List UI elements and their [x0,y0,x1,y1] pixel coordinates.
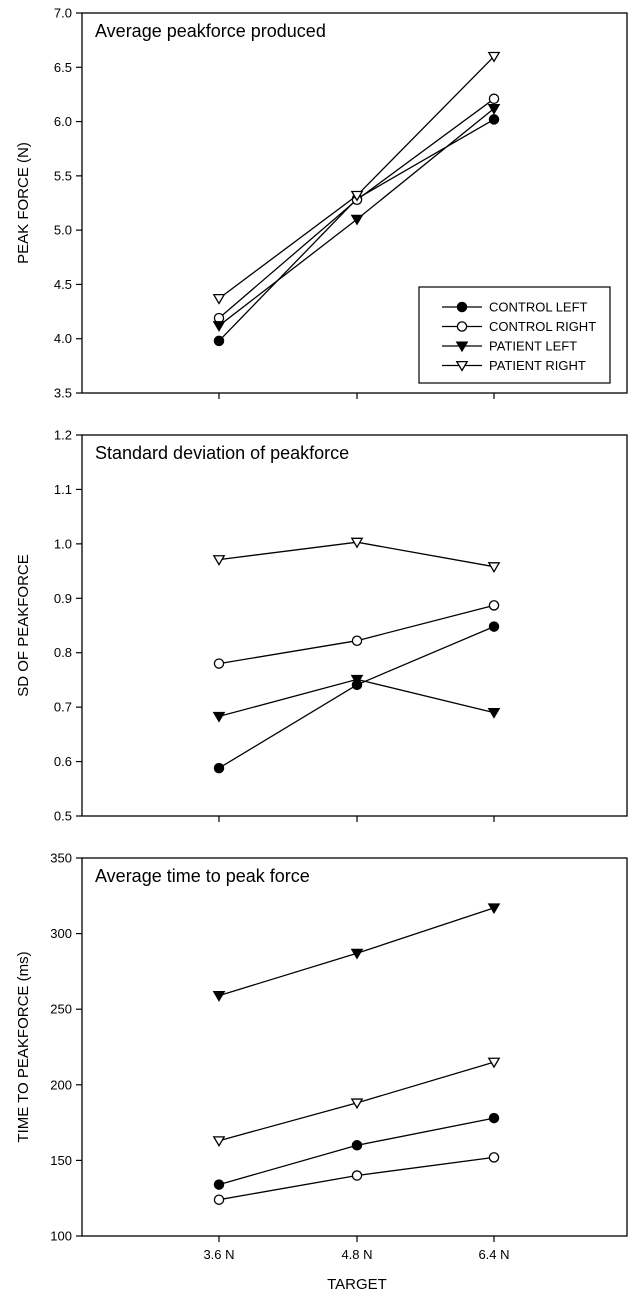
y-tick-label: 7.0 [54,6,72,21]
y-tick-label: 100 [50,1229,72,1244]
data-point [487,562,501,573]
series-line [218,604,495,665]
series-circle-open [213,1152,500,1205]
data-point [350,948,364,960]
y-tick-label: 350 [50,851,72,866]
panel-title: Average time to peak force [95,866,310,886]
data-point [351,635,363,646]
data-point [351,1170,363,1181]
legend-item: PATIENT LEFT [442,339,577,354]
data-point [212,293,226,305]
panel-title: Average peakforce produced [95,21,326,41]
legend-label: CONTROL RIGHT [489,319,596,334]
data-point [488,93,500,105]
x-tick-label: 3.6 N [203,1247,234,1262]
legend-label: PATIENT RIGHT [489,358,586,373]
panel-title: Standard deviation of peakforce [95,443,349,463]
y-tick-label: 4.0 [54,331,72,346]
data-point [213,1194,225,1205]
data-point [488,114,500,125]
series-triangle-down-open [212,51,501,305]
data-point [213,1179,225,1190]
legend-label: PATIENT LEFT [489,339,577,354]
data-point [212,555,226,566]
plot-frame [81,434,628,817]
y-tick-label: 0.6 [54,754,72,769]
data-point [487,51,501,63]
plot-frame [81,857,628,1237]
data-point [350,214,364,226]
data-point [212,321,226,332]
data-point [351,1140,363,1151]
y-tick-label: 0.7 [54,700,72,715]
chart-panel-3: 100 150 200 250 300 350 3.6 N 4.8 N 6.4 N TIME TO… [15,851,628,1293]
y-tick-label: 1.2 [54,428,72,443]
legend-item: PATIENT RIGHT [442,358,586,373]
data-point [487,103,501,115]
series-triangle-down-filled [212,674,501,723]
data-point [350,1098,364,1110]
y-tick-label: 6.0 [54,114,72,129]
y-tick-label: 0.5 [54,809,72,824]
y-tick-label: 5.0 [54,223,72,238]
data-point [213,335,225,347]
series-line [218,98,495,319]
y-tick-label: 1.0 [54,536,72,551]
data-point [487,708,501,719]
data-point [488,600,500,611]
y-tick-label: 250 [50,1002,72,1017]
y-tick-label: 6.5 [54,60,72,75]
legend-marker [456,301,468,313]
legend-marker [456,321,468,332]
y-axis-title: PEAK FORCE (N) [15,142,32,264]
data-point [487,903,501,915]
series-line [218,626,495,769]
data-point [488,621,500,632]
data-point [350,190,364,202]
series-line [218,55,495,300]
y-tick-label: 150 [50,1153,72,1168]
chart-panel-1: 3.5 4.0 4.5 5.0 5.5 6.0 6.5 7.0 PEAK FORCE (N) Av… [15,6,628,401]
legend-marker [455,341,469,353]
y-tick-label: 3.5 [54,386,72,401]
series-triangle-down-open [212,1057,501,1147]
y-tick-label: 300 [50,926,72,941]
x-axis-title: TARGET [327,1276,387,1293]
y-tick-label: 0.8 [54,645,72,660]
legend-item: CONTROL RIGHT [442,319,596,334]
y-axis-title: SD OF PEAKFORCE [15,554,32,697]
data-point [212,711,226,723]
y-tick-label: 0.9 [54,591,72,606]
plot-frame [81,12,628,394]
data-point [488,1152,500,1163]
y-tick-label: 5.5 [54,168,72,183]
data-point [212,1136,226,1147]
y-axis-title: TIME TO PEAKFORCE (ms) [15,951,32,1142]
data-point [487,1057,501,1069]
series-circle-filled [213,1112,500,1190]
legend-marker [455,360,469,372]
y-tick-label: 1.1 [54,482,72,497]
data-point [350,537,364,549]
legend-box [418,286,611,384]
y-tick-label: 200 [50,1077,72,1092]
legend-item: CONTROL LEFT [442,300,588,315]
data-point [488,1112,500,1124]
series-triangle-down-open [212,537,501,573]
legend-label: CONTROL LEFT [489,300,588,315]
chart-panel-2: 0.5 0.6 0.7 0.8 0.9 1.0 1.1 1.2 SD OF PEAKFORCE S… [15,428,628,824]
series-triangle-down-filled [212,103,501,332]
series-triangle-down-filled [212,903,501,1002]
x-tick-label: 6.4 N [478,1247,509,1262]
x-tick-label: 4.8 N [341,1247,372,1262]
y-tick-label: 4.5 [54,277,72,292]
data-point [213,658,225,669]
data-point [213,762,225,774]
data-point [350,674,364,686]
series-circle-open [213,600,500,669]
data-point [212,991,226,1002]
legend: CONTROL LEFT CONTROL RIGHT PATIENT LEFT PAT… [418,286,611,384]
